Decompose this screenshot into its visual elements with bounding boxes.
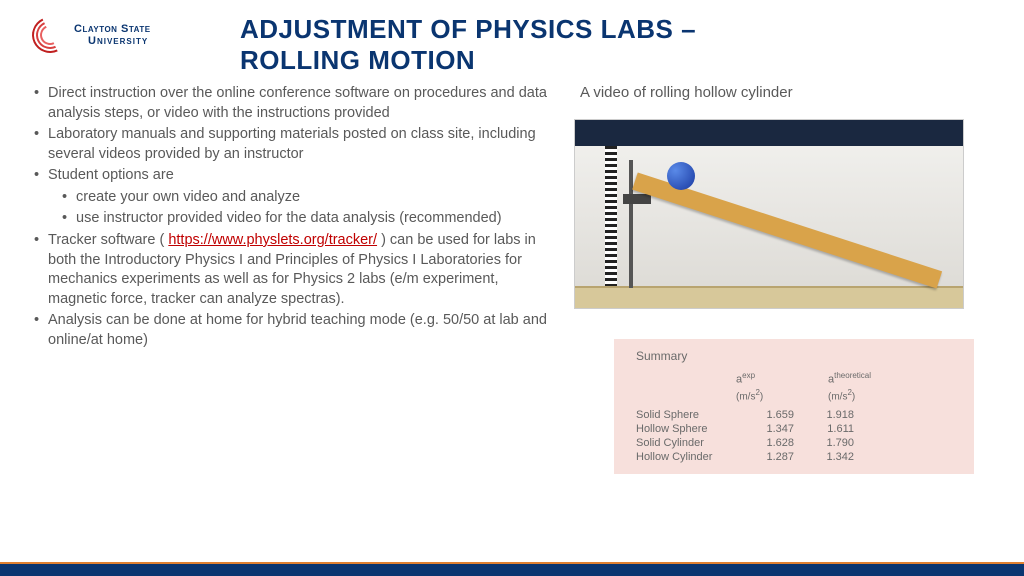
tracker-link[interactable]: https://www.physlets.org/tracker/ xyxy=(168,232,377,248)
sub-bullet-list: create your own video and analyze use in… xyxy=(48,188,550,229)
sub-bullet-item: create your own video and analyze xyxy=(48,188,550,208)
table-row: Hollow Cylinder 1.287 1.342 xyxy=(626,450,962,464)
left-column: Direct instruction over the online confe… xyxy=(30,84,550,474)
sub-bullet-item: use instructor provided video for the da… xyxy=(48,209,550,229)
bullet-item-options: Student options are create your own vide… xyxy=(30,166,550,229)
table-row: Solid Sphere 1.659 1.918 xyxy=(626,408,962,422)
table-row: Solid Cylinder 1.628 1.790 xyxy=(626,436,962,450)
summary-header: aexp (m/s2) atheoretical (m/s2) xyxy=(626,371,962,402)
right-column: A video of rolling hollow cylinder Summa… xyxy=(574,84,994,474)
logo-text-line2: University xyxy=(74,35,151,47)
summary-table-wrap: Summary aexp (m/s2) atheoretical (m/s2) … xyxy=(574,339,994,474)
bullet-item: Laboratory manuals and supporting materi… xyxy=(30,125,550,164)
summary-title: Summary xyxy=(626,347,962,371)
footer-accent-bar xyxy=(0,562,1024,576)
logo-arcs-icon xyxy=(30,20,70,50)
summary-table: Summary aexp (m/s2) atheoretical (m/s2) … xyxy=(614,339,974,474)
rolling-ball-icon xyxy=(667,162,695,190)
bullet-list: Direct instruction over the online confe… xyxy=(30,84,550,350)
table-row: Hollow Sphere 1.347 1.611 xyxy=(626,422,962,436)
content-area: Direct instruction over the online confe… xyxy=(0,76,1024,474)
col-exp: aexp (m/s2) xyxy=(736,371,802,402)
bullet-item: Direct instruction over the online confe… xyxy=(30,84,550,123)
title-line-2: ROLLING MOTION xyxy=(240,45,994,76)
tracker-text-pre: Tracker software ( xyxy=(48,232,168,248)
bullet-item: Analysis can be done at home for hybrid … xyxy=(30,311,550,350)
bullet-item-tracker: Tracker software ( https://www.physlets.… xyxy=(30,231,550,309)
logo-text-line1: Clayton State xyxy=(74,23,151,35)
ruler-icon xyxy=(605,146,617,286)
header: Clayton State University ADJUSTMENT OF P… xyxy=(0,0,1024,76)
col-theo: atheoretical (m/s2) xyxy=(828,371,894,402)
video-caption: A video of rolling hollow cylinder xyxy=(574,84,994,101)
rolling-motion-photo xyxy=(574,119,964,309)
slide-title: ADJUSTMENT OF PHYSICS LABS – ROLLING MOT… xyxy=(190,12,994,76)
title-line-1: ADJUSTMENT OF PHYSICS LABS – xyxy=(240,14,994,45)
options-lead: Student options are xyxy=(48,167,174,183)
university-logo: Clayton State University xyxy=(30,12,190,50)
